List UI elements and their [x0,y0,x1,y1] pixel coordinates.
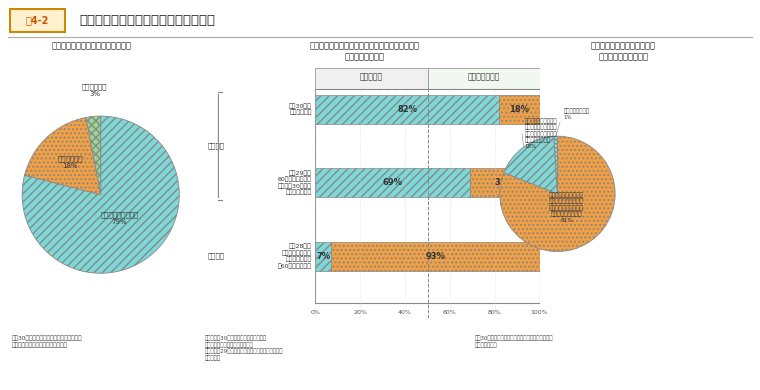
Text: 民間の高年齢者雇用確保措置の状況: 民間の高年齢者雇用確保措置の状況 [51,41,131,50]
Bar [315,241,331,271]
Text: 平成29年度
60歳定年退職者の
うち平成30年度に
再任用される者: 平成29年度 60歳定年退職者の うち平成30年度に 再任用される者 [278,170,312,195]
Wedge shape [24,117,100,195]
Text: 80%: 80% [488,310,502,315]
FancyBboxPatch shape [11,9,65,32]
Text: 主な事情（行（一））: 主な事情（行（一）） [598,53,648,62]
Wedge shape [500,136,615,252]
Bar [499,95,540,124]
Wedge shape [504,136,557,194]
Text: 18%: 18% [509,105,530,114]
Text: 定年制の廃止
3%: 定年制の廃止 3% [82,83,108,97]
Text: 平成30年度
全再任用職員: 平成30年度 全再任用職員 [290,103,312,115]
Text: 職員の個別事情等
1%: 職員の個別事情等 1% [564,108,590,120]
Text: 公務：平成30年「再任用実施状況報告」
（内閣官房内閣人事局・人事院）
民間：平成29年「民間企業の勤務条件制度等調査」
（人事院）: 公務：平成30年「再任用実施状況報告」 （内閣官房内閣人事局・人事院） 民間：平… [205,335,283,360]
Text: 定年の引上げ
18%: 定年の引上げ 18% [58,155,83,169]
Wedge shape [554,136,557,194]
Text: 【公務】: 【公務】 [207,143,224,149]
Text: 高齢期雇用をめぐる公務と民間の現状: 高齢期雇用をめぐる公務と民間の現状 [80,14,216,27]
Bar [315,89,540,303]
Text: 公務（行（一））と民間（事務・技術関係職種）: 公務（行（一））と民間（事務・技術関係職種） [310,41,420,50]
Bar [331,241,540,271]
Text: 93%: 93% [426,252,445,261]
Text: 【民間】: 【民間】 [207,253,224,259]
Text: 40%: 40% [398,310,412,315]
Text: の勤務形態の比較: の勤務形態の比較 [345,53,385,62]
Text: 職員の年齢別構成の適
正化を図る観点から希
望者をフルタイム再任
用することが困難
18%: 職員の年齢別構成の適 正化を図る観点から希 望者をフルタイム再任 用することが困… [525,118,557,149]
Text: 20%: 20% [353,310,367,315]
Bar [315,168,470,197]
Bar [315,95,499,124]
Text: 図4-2: 図4-2 [26,15,49,25]
Text: 31%: 31% [495,178,515,187]
Bar [427,68,540,89]
Text: 平成30年「再任用実施状況報告」（内閣官房内閣人
事局・人事院）: 平成30年「再任用実施状況報告」（内閣官房内閣人 事局・人事院） [475,335,553,347]
Text: 平成28年度
定年退職者のうち
再雇用された者
（60歳定年企業）: 平成28年度 定年退職者のうち 再雇用された者 （60歳定年企業） [278,244,312,269]
Text: 短時間勤務: 短時間勤務 [360,73,383,82]
Text: 職員が短時間再任用を
希望（フルタイムと短
時間のいずれでもよい
とした場合を含む）
81%: 職員が短時間再任用を 希望（フルタイムと短 時間のいずれでもよい とした場合を含… [549,192,584,223]
Text: 0%: 0% [311,310,320,315]
Text: 69%: 69% [383,178,403,187]
Text: 公務で短時間再任用となった: 公務で短時間再任用となった [591,41,656,50]
Wedge shape [86,116,101,195]
Text: 82%: 82% [397,105,417,114]
Text: 平成30年「高年齢者の雇用状況」集計結果
（厚生労働省）を基に人事院が作成: 平成30年「高年齢者の雇用状況」集計結果 （厚生労働省）を基に人事院が作成 [11,335,82,347]
Text: フルタイム勤務: フルタイム勤務 [467,73,500,82]
Bar [470,168,540,197]
Text: 100%: 100% [530,310,549,315]
Text: 7%: 7% [316,252,331,261]
Bar [315,68,427,89]
Text: 継続雇用制度の導入
79%: 継続雇用制度の導入 79% [100,212,138,225]
Text: 60%: 60% [443,310,457,315]
Wedge shape [22,116,179,273]
